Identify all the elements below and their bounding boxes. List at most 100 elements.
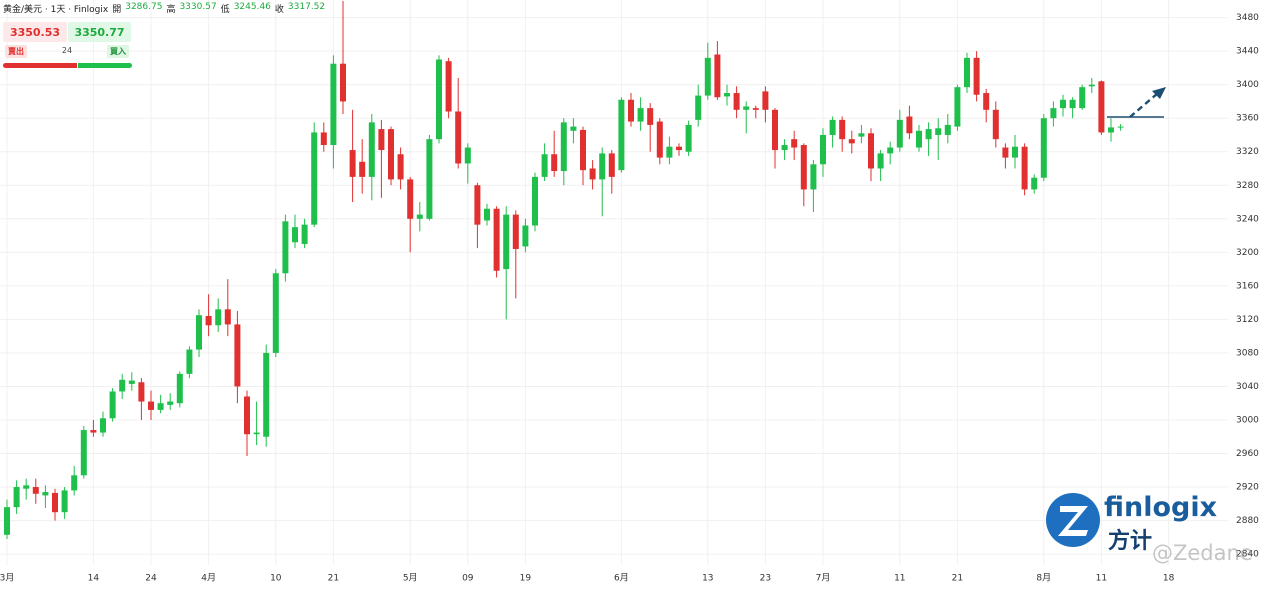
- buy-label[interactable]: 買入: [107, 45, 129, 58]
- x-tick-label: 23: [760, 574, 771, 584]
- spread: 24: [61, 46, 73, 55]
- candle-body: [522, 225, 529, 247]
- candle-body: [292, 227, 298, 243]
- candle-body: [157, 403, 164, 410]
- candle-body: [224, 309, 231, 325]
- close-label: 收: [274, 5, 284, 15]
- x-tick-label: 18: [1163, 574, 1175, 584]
- candle-body: [560, 122, 567, 172]
- candle-body: [301, 224, 308, 244]
- candle-body: [839, 119, 846, 140]
- candle-body: [13, 487, 20, 508]
- candle-body: [368, 122, 375, 177]
- high-label: 高: [166, 5, 176, 15]
- y-tick-label: 3320: [1236, 147, 1259, 157]
- y-tick-label: 3120: [1236, 315, 1259, 325]
- candle-body: [628, 99, 634, 122]
- candle-body: [109, 391, 116, 419]
- x-tick-label: 11: [1096, 574, 1107, 584]
- candle-body: [407, 179, 414, 219]
- y-tick-label: 3440: [1236, 47, 1259, 57]
- candle-body: [820, 134, 826, 165]
- candle-body: [743, 106, 750, 110]
- y-tick-label: 3080: [1236, 348, 1259, 358]
- candle-body: [90, 430, 97, 433]
- candle-body: [676, 146, 682, 151]
- candle-body: [829, 119, 836, 135]
- symbol: 黄金/美元 · 1天 · Finlogix: [3, 5, 109, 15]
- candle-body: [647, 108, 654, 125]
- candle-body: [215, 309, 222, 326]
- candle-body: [503, 214, 510, 270]
- candle-body: [52, 492, 58, 513]
- candle-body: [781, 145, 788, 151]
- close-value: 3317.52: [287, 2, 326, 12]
- candle-body: [724, 93, 730, 97]
- candle-body: [1108, 127, 1114, 133]
- candle-body: [772, 109, 778, 151]
- candle-body: [42, 492, 49, 496]
- candle-body: [810, 164, 817, 190]
- candle-body: [589, 168, 596, 180]
- forecast-arrow: [1129, 92, 1159, 118]
- y-tick-label: 3040: [1236, 382, 1259, 392]
- candle-body: [32, 487, 39, 494]
- candle-body: [752, 108, 759, 110]
- candle-body: [1079, 87, 1086, 109]
- candle-body: [340, 63, 346, 102]
- candle-body: [954, 87, 961, 127]
- candle-body: [186, 349, 193, 374]
- watermark-brand-cn: 方计: [1108, 529, 1153, 554]
- candle-body: [253, 432, 260, 435]
- candle-body: [925, 129, 932, 140]
- candle-body: [484, 208, 490, 221]
- candle-body: [570, 126, 577, 131]
- candle-body: [474, 185, 481, 225]
- candle-body: [1040, 118, 1047, 178]
- candle-body: [800, 145, 807, 190]
- y-tick-label: 3360: [1236, 114, 1259, 124]
- candle-body: [378, 129, 385, 151]
- x-tick-label: 14: [88, 574, 100, 584]
- candle-body: [580, 129, 586, 171]
- candle-body: [944, 124, 951, 135]
- candle-body: [916, 130, 922, 148]
- sell-label[interactable]: 賣出: [5, 45, 27, 58]
- candle-body: [666, 146, 673, 158]
- candles: [4, 0, 1124, 540]
- candle-body: [1002, 147, 1009, 158]
- candle-body: [436, 59, 442, 140]
- candle-body: [762, 91, 769, 110]
- open-value: 3286.75: [125, 2, 163, 12]
- y-tick-label: 2840: [1236, 550, 1259, 560]
- x-tick-label: 5月: [403, 573, 418, 584]
- candle-body: [80, 430, 87, 476]
- candle-body: [1021, 146, 1028, 190]
- x-tick-label: 4月: [201, 573, 216, 584]
- candle-body: [551, 154, 558, 172]
- sell-button[interactable]: 3350.53: [3, 22, 67, 42]
- x-tick-label: 3月: [0, 573, 14, 584]
- x-tick-label: 19: [520, 574, 532, 584]
- candle-body: [176, 373, 183, 404]
- buy-bar: [78, 63, 132, 68]
- candle-body: [637, 108, 644, 122]
- candle-body: [1060, 99, 1066, 109]
- candle-body: [733, 93, 740, 110]
- candle-body: [426, 139, 433, 219]
- candle-body: [263, 352, 270, 437]
- sell-bar: [3, 63, 77, 68]
- candle-body: [887, 147, 894, 154]
- candle-body: [992, 109, 999, 140]
- candle-body: [1012, 146, 1018, 158]
- y-tick-label: 3000: [1236, 415, 1259, 425]
- candle-body: [445, 61, 452, 112]
- low-label: 低: [220, 5, 230, 15]
- candle-body: [4, 507, 10, 535]
- candle-body: [320, 132, 327, 146]
- candle-body: [493, 208, 500, 271]
- buy-button[interactable]: 3350.77: [68, 22, 131, 42]
- arrow-head: [1152, 87, 1166, 99]
- candle-body: [23, 485, 30, 489]
